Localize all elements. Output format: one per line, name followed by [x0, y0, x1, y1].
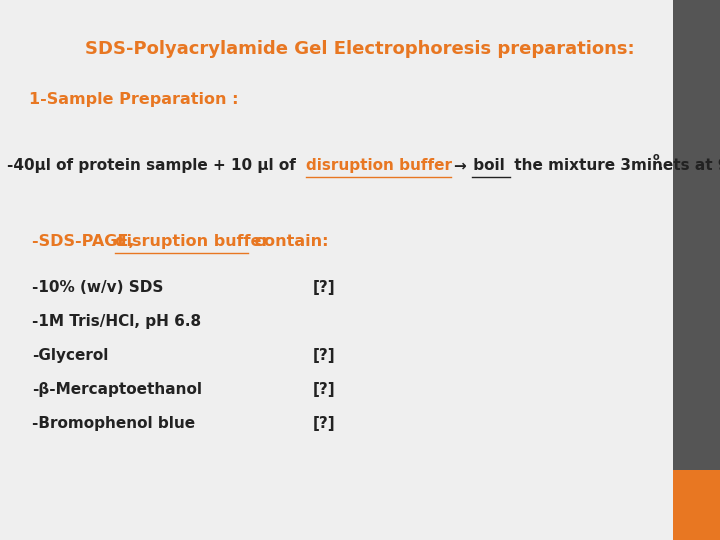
Text: →: →: [453, 158, 466, 173]
Text: .: .: [657, 158, 663, 173]
Text: 1-Sample Preparation :: 1-Sample Preparation :: [29, 92, 238, 107]
Text: boil: boil: [468, 158, 505, 173]
Text: the mixture 3minets at 99C: the mixture 3minets at 99C: [509, 158, 720, 173]
Text: contain:: contain:: [249, 234, 328, 249]
Text: [?]: [?]: [313, 280, 336, 295]
Text: [?]: [?]: [313, 382, 336, 397]
Text: -10% (w/v) SDS: -10% (w/v) SDS: [32, 280, 163, 295]
Text: -40µl of protein sample + 10 μl of: -40µl of protein sample + 10 μl of: [7, 158, 302, 173]
Text: -Glycerol: -Glycerol: [32, 348, 109, 363]
Text: -1M Tris/HCl, pH 6.8: -1M Tris/HCl, pH 6.8: [32, 314, 202, 329]
Text: -Bromophenol blue: -Bromophenol blue: [32, 416, 196, 431]
Text: [?]: [?]: [313, 348, 336, 363]
Text: SDS-Polyacrylamide Gel Electrophoresis preparations:: SDS-Polyacrylamide Gel Electrophoresis p…: [85, 40, 635, 58]
Text: disruption buffer: disruption buffer: [306, 158, 452, 173]
Text: disruption buffer: disruption buffer: [115, 234, 270, 249]
Text: -SDS-PAGE,: -SDS-PAGE,: [32, 234, 140, 249]
Text: -β-Mercaptoethanol: -β-Mercaptoethanol: [32, 382, 202, 397]
Text: o: o: [652, 152, 659, 163]
Text: [?]: [?]: [313, 416, 336, 431]
